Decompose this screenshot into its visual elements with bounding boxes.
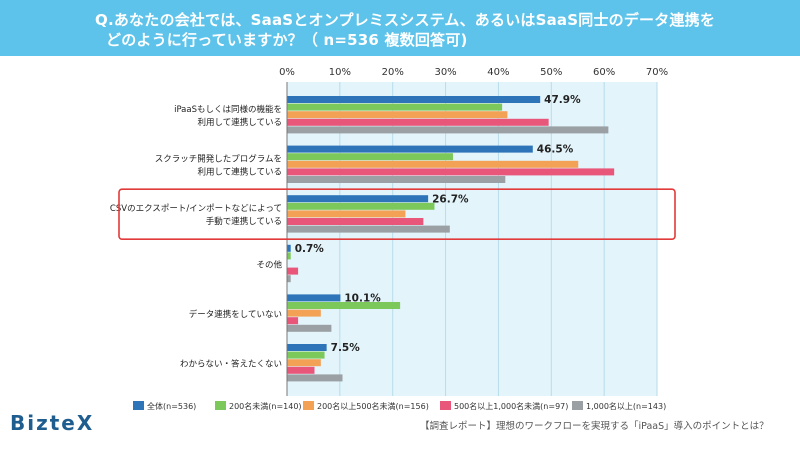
bar [287,210,406,218]
bar [287,111,508,119]
legend-swatch [440,401,451,410]
bar [287,96,541,103]
bar [287,168,615,176]
legend-label: 500名以上1,000名未満(n=97) [454,401,568,411]
data-label: 10.1% [344,293,381,305]
category-label: iPaaSもしくは同様の機能を [174,104,282,115]
legend-label: 200名以上500名未満(n=156) [317,401,429,411]
category-label: 利用して連携している [198,117,283,128]
highlight-box [118,188,676,240]
bar [287,118,549,126]
bar [287,126,609,134]
legend-label: 200名未満(n=140) [229,401,302,411]
bar [287,244,291,252]
bar [287,351,325,359]
question-line-1: Q.あなたの会社では、SaaSとオンプレミスシステム、あるいはSaaS同士のデー… [95,11,716,29]
bar [287,302,401,309]
bar [287,317,299,325]
bar [287,324,332,332]
bar [287,218,424,225]
x-tick-label: 10% [329,67,351,78]
x-tick-label: 30% [434,67,456,78]
footer-caption: 【調査レポート】理想のワークフローを実現する「iPaaS」導入のポイントとは？ [420,421,769,432]
category-label: スクラッチ開発したプログラムを [155,154,282,165]
data-label: 7.5% [331,342,361,354]
bar [287,195,429,203]
category-label: その他 [256,259,282,270]
bar [287,103,503,111]
bar [287,176,506,183]
data-label: 46.5% [537,144,574,156]
bar [287,145,533,153]
bar [287,344,327,351]
category-label: データ連携をしていない [189,309,282,320]
category-label: CSVのエクスポート/インポートなどによって [110,204,282,214]
bar [287,374,343,382]
bar [287,160,579,168]
biztex-logo: BizteX [10,411,95,435]
bar [287,366,315,374]
bar [287,252,291,260]
question-line-2: どのように行っていますか？（ n=536 複数回答可) [106,31,468,49]
category-label: わからない・答えたくない [180,359,282,370]
x-tick-label: 20% [382,67,404,78]
legend-swatch [572,401,583,410]
bar [287,309,321,317]
x-tick-label: 60% [593,67,615,78]
question-header: Q.あなたの会社では、SaaSとオンプレミスシステム、あるいはSaaS同士のデー… [0,0,800,56]
bar [287,202,435,210]
x-tick-label: 40% [487,67,509,78]
legend-swatch [215,401,226,410]
legend-label: 全体(n=536) [147,401,196,411]
data-label: 26.7% [432,193,469,205]
legend-swatch [303,401,314,410]
legend-swatch [133,401,144,410]
bar [287,359,321,367]
legend-label: 1,000名以上(n=143) [586,401,666,411]
data-label: 47.9% [544,94,581,106]
x-tick-label: 50% [540,67,562,78]
bar [287,267,299,275]
bar [287,275,291,283]
x-tick-label: 70% [646,67,668,78]
bar [287,225,450,233]
category-label: 利用して連携している [198,167,283,178]
category-label: 手動で連携している [206,216,282,227]
x-tick-label: 0% [279,67,295,78]
bar [287,153,453,161]
bar [287,294,341,302]
data-label: 0.7% [295,243,325,255]
